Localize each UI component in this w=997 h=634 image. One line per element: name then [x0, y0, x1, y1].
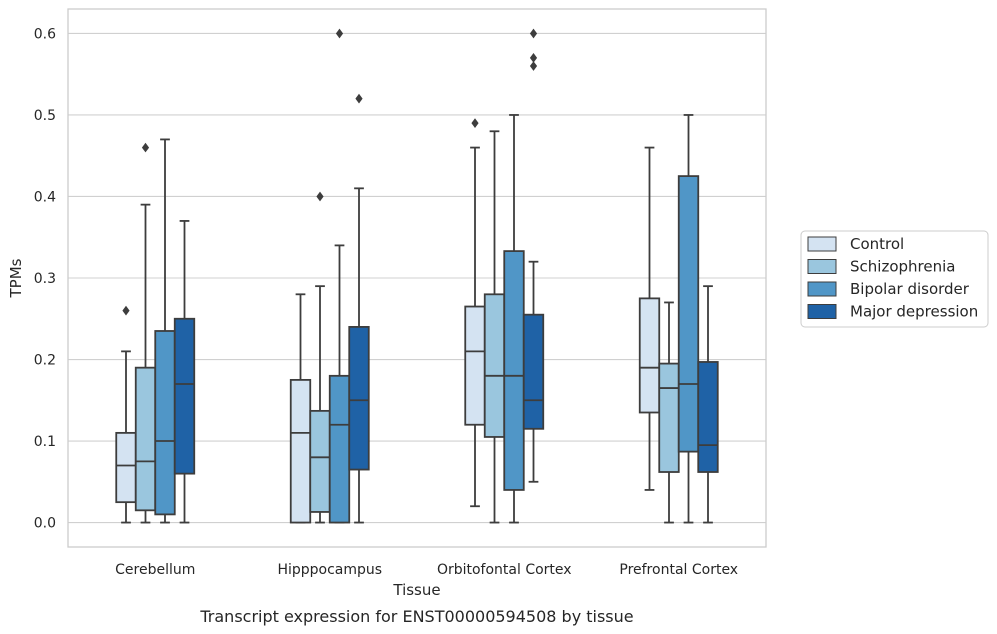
outlier-point	[529, 61, 538, 71]
x-tick-label: Orbitofontal Cortex	[437, 562, 572, 578]
outlier-point	[335, 28, 344, 39]
figure-caption: Transcript expression for ENST0000059450…	[199, 607, 633, 626]
box	[677, 175, 700, 453]
legend-swatch	[807, 259, 837, 274]
x-tick-labels: Cerebellum Hipppocampus Orbitofontal Corte…	[115, 562, 738, 578]
series-schizophrenia	[134, 130, 680, 524]
x-tick-label: Cerebellum	[115, 562, 195, 578]
box	[464, 305, 486, 426]
y-tick-label: 0.5	[34, 108, 56, 124]
box	[154, 330, 176, 516]
outlier-point	[529, 28, 538, 39]
box	[697, 361, 719, 473]
box	[289, 378, 312, 524]
y-tick-label: 0.0	[34, 516, 56, 532]
outlier-point	[122, 305, 130, 316]
outlier-point	[471, 118, 479, 128]
plot-frame	[67, 8, 767, 548]
box	[134, 366, 157, 512]
box	[638, 297, 661, 414]
legend-swatch	[807, 236, 837, 252]
box	[522, 313, 545, 430]
y-tick-label: 0.1	[34, 434, 56, 450]
legend-label: Control	[850, 235, 904, 253]
legend-label: Major depression	[850, 303, 978, 321]
y-tick-label: 0.6	[34, 26, 56, 42]
legend-swatch	[807, 281, 837, 297]
series-bipolar-disorder	[154, 28, 700, 524]
legend: Control Schizophrenia Bipolar disorder Majo…	[800, 230, 989, 328]
legend-label: Bipolar disorder	[850, 280, 970, 298]
box	[328, 374, 351, 524]
legend-frame	[800, 230, 989, 328]
x-tick-label: Prefrontal Cortex	[619, 562, 738, 578]
box	[658, 362, 680, 473]
box	[115, 431, 137, 504]
outlier-point	[355, 93, 363, 104]
outlier-point	[141, 142, 150, 153]
y-tick-label: 0.3	[34, 271, 56, 287]
x-tick-label: Hipppocampus	[277, 562, 382, 578]
legend-label: Schizophrenia	[850, 258, 955, 276]
y-axis-label: TPMs	[7, 258, 25, 298]
x-axis-label: Tissue	[392, 581, 440, 599]
y-tick-label: 0.2	[34, 353, 56, 369]
y-tick-label: 0.4	[34, 189, 56, 205]
box	[503, 250, 525, 491]
outlier-point	[529, 53, 538, 63]
boxplot-series	[115, 28, 719, 524]
legend-swatch	[807, 304, 837, 319]
box	[309, 409, 331, 513]
box	[173, 317, 196, 475]
outlier-point	[316, 191, 324, 202]
series-major-depression	[173, 28, 719, 524]
box	[348, 326, 370, 471]
box	[483, 293, 506, 438]
y-tick-labels: 0.0 0.1 0.2 0.3 0.4 0.5 0.6	[34, 26, 56, 531]
